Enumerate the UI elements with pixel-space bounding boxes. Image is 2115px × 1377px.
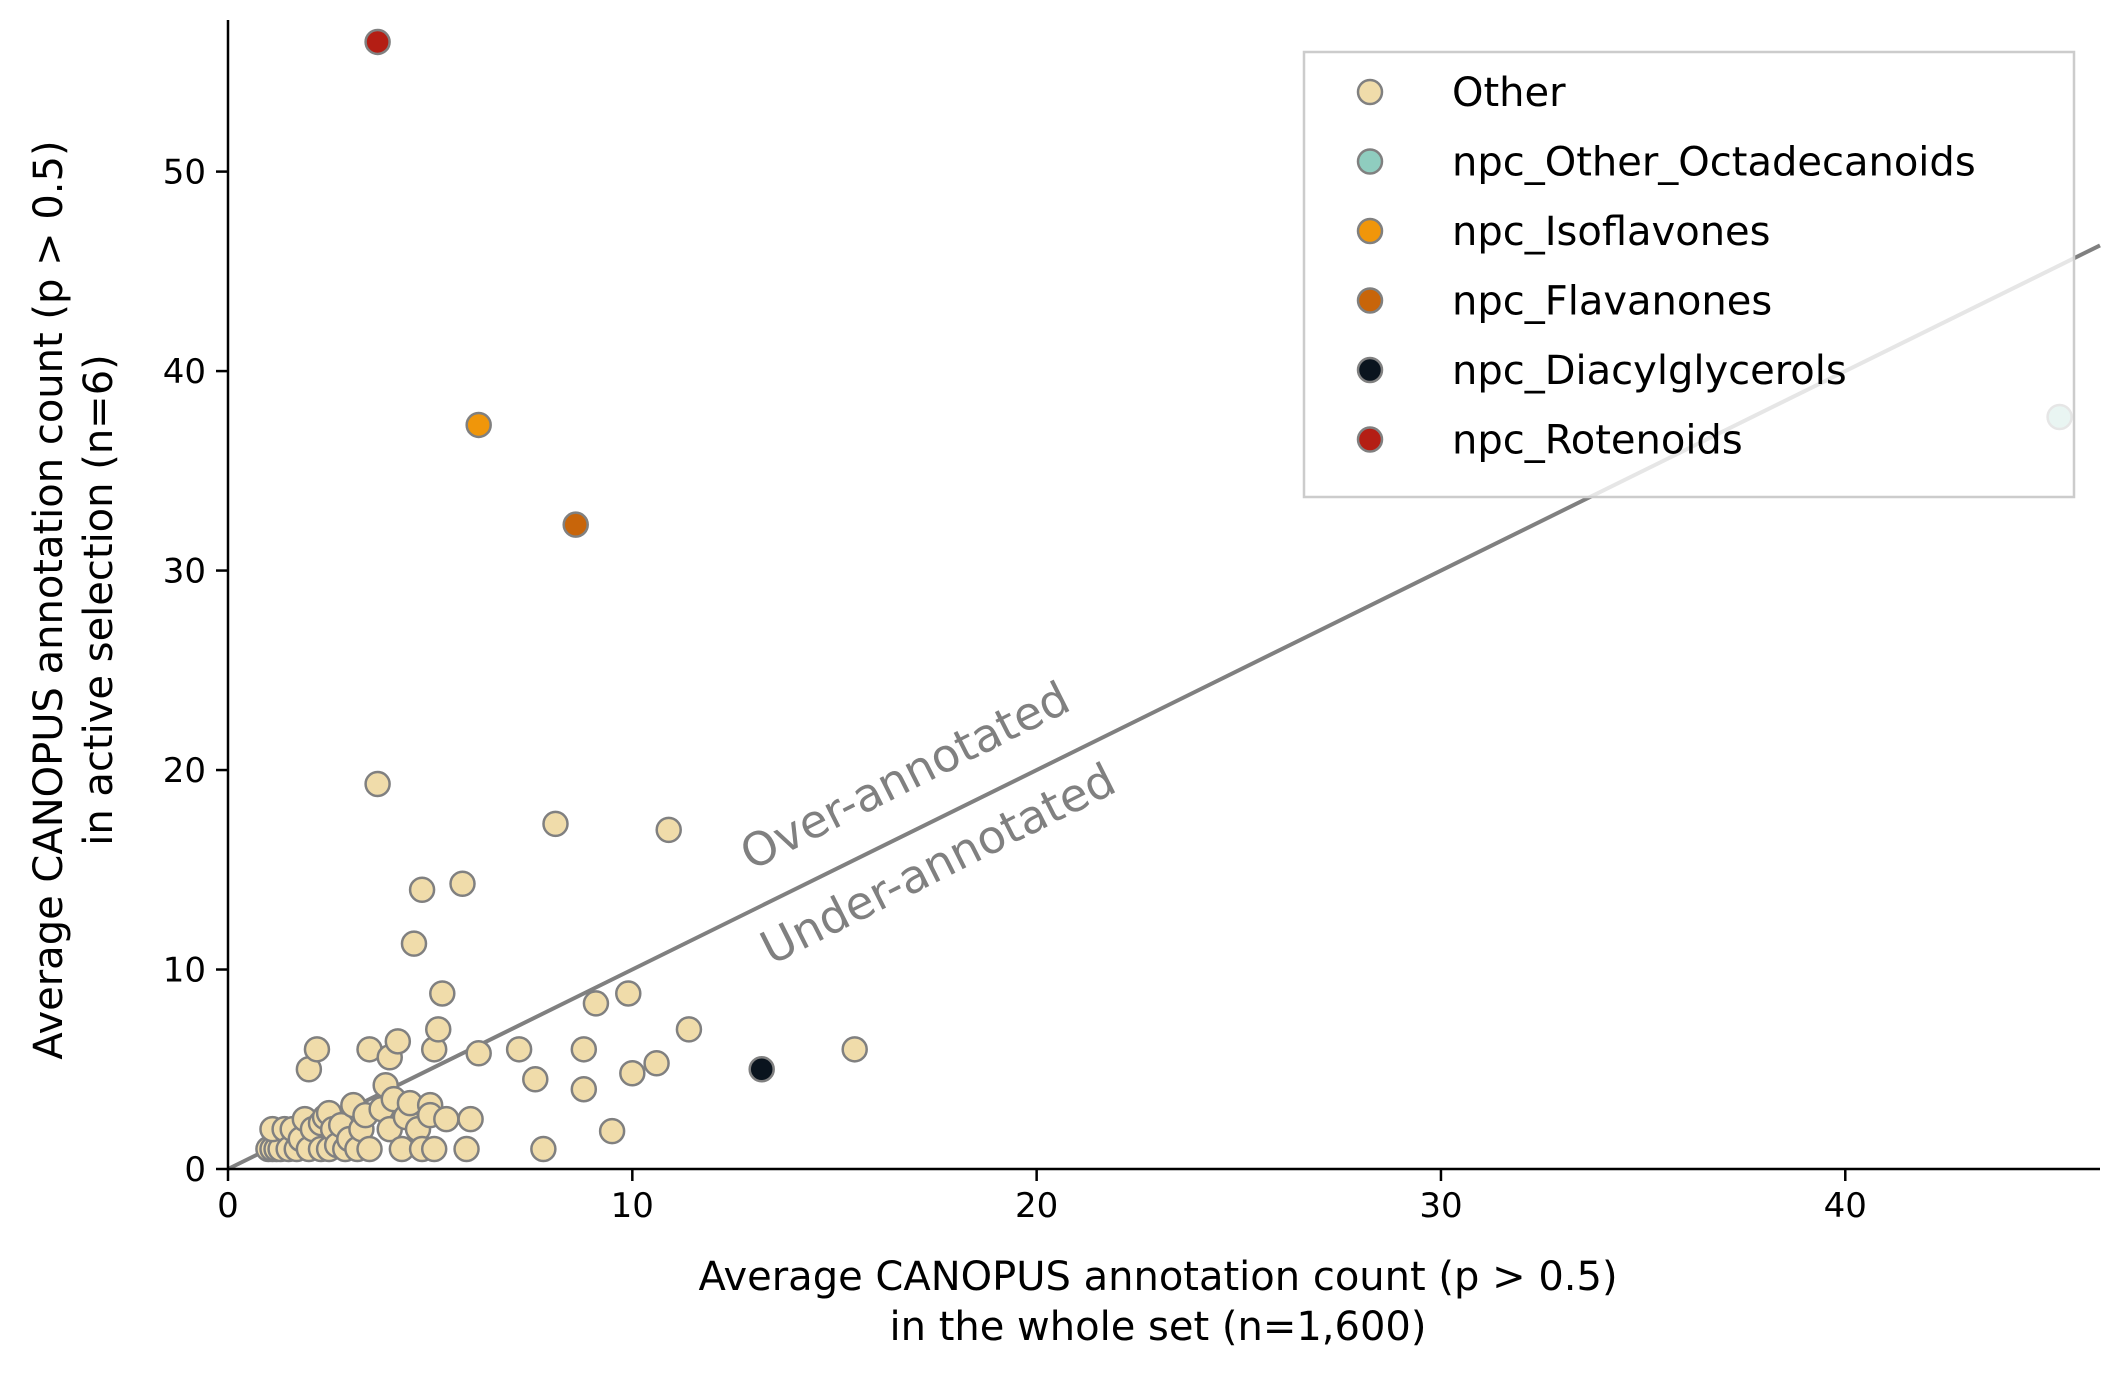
axis-titles: Average CANOPUS annotation count (p > 0.…	[26, 140, 1618, 1350]
data-point	[433, 1105, 460, 1133]
legend-marker	[1356, 287, 1384, 314]
data-point	[364, 770, 391, 798]
data-point	[465, 411, 492, 439]
data-point	[542, 810, 569, 838]
data-point	[429, 980, 456, 1007]
data-point	[424, 1016, 452, 1043]
legend-label: Other	[1452, 70, 1566, 116]
y-axis-title-line-2: in active selection (n=6)	[76, 354, 122, 846]
data-point	[303, 1036, 331, 1063]
data-point	[457, 1105, 484, 1133]
data-point	[522, 1065, 549, 1093]
data-point	[615, 980, 642, 1007]
legend-marker	[1356, 148, 1384, 175]
data-point	[408, 876, 436, 903]
y-tick-label: 0	[184, 1150, 206, 1190]
data-point	[505, 1036, 533, 1063]
data-point	[570, 1075, 598, 1103]
y-tick-label: 50	[163, 153, 206, 193]
data-point	[400, 930, 428, 957]
data-point	[619, 1060, 646, 1087]
data-point	[449, 870, 476, 897]
data-point	[420, 1135, 448, 1163]
series-npc-isoflavones	[465, 411, 492, 439]
y-tick-label: 30	[163, 552, 206, 592]
axes-layer: 0 10 20 30 40 0 10 20 30 40 50	[163, 20, 2100, 1226]
legend-label: npc_Other_Octadecanoids	[1452, 140, 1976, 186]
legend-label: npc_Diacylglycerols	[1452, 348, 1847, 394]
y-axis-title-line-1: Average CANOPUS annotation count (p > 0.…	[26, 140, 72, 1059]
data-point	[570, 1036, 598, 1063]
data-point	[530, 1135, 557, 1163]
data-point	[582, 990, 610, 1017]
x-tick-label: 10	[611, 1186, 654, 1226]
data-point	[655, 816, 682, 844]
legend: Other npc_Other_Octadecanoids npc_Isoflavo…	[1302, 50, 2076, 499]
series-other	[255, 770, 868, 1163]
x-tick-label: 40	[1824, 1186, 1867, 1226]
series-npc-rotenoids	[364, 28, 391, 56]
legend-box	[1302, 50, 2076, 499]
x-axis-title-line-2: in the whole set (n=1,600)	[890, 1304, 1427, 1350]
y-tick-label: 20	[163, 751, 206, 791]
series-npc-diacylglycerols	[748, 1056, 775, 1083]
data-point	[841, 1036, 868, 1063]
y-tick-label: 10	[163, 951, 206, 991]
points-layer	[255, 28, 2073, 1163]
data-point	[453, 1135, 480, 1163]
data-point	[384, 1028, 412, 1055]
y-tick-label: 40	[163, 352, 206, 392]
x-tick-label: 0	[217, 1186, 239, 1226]
data-point	[598, 1117, 626, 1145]
x-tick-label: 30	[1419, 1186, 1462, 1226]
x-axis-title-line-1: Average CANOPUS annotation count (p > 0.…	[698, 1254, 1617, 1300]
x-tick-label: 20	[1015, 1186, 1058, 1226]
legend-label: npc_Flavanones	[1452, 279, 1772, 325]
data-point	[643, 1050, 670, 1077]
legend-marker	[1356, 78, 1384, 106]
series-npc-flavanones	[562, 511, 589, 538]
legend-marker	[1356, 426, 1384, 453]
legend-marker	[1356, 217, 1384, 245]
data-point	[465, 1040, 492, 1067]
legend-label: npc_Isoflavones	[1452, 209, 1771, 255]
legend-label: npc_Rotenoids	[1452, 418, 1743, 464]
data-point	[364, 28, 391, 56]
data-point	[356, 1135, 383, 1163]
legend-marker	[1356, 356, 1384, 384]
data-point	[562, 511, 589, 538]
data-point	[748, 1056, 775, 1083]
data-point	[675, 1016, 703, 1043]
